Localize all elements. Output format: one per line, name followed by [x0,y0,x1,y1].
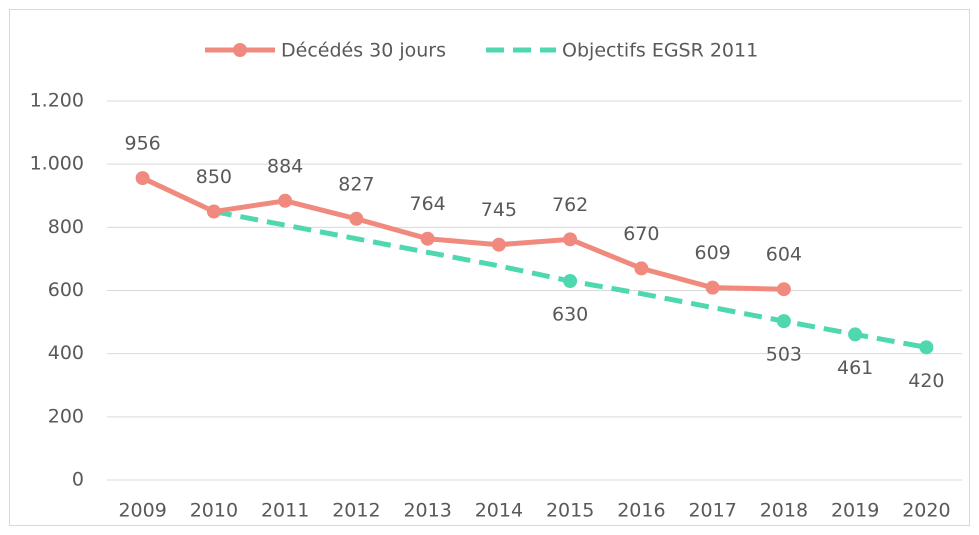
point [206,204,221,219]
data-label: 420 [908,370,944,392]
y-tick-label: 800 [48,216,84,238]
data-label: 827 [338,173,374,195]
data-label: 884 [267,155,303,177]
legend-label: Objectifs EGSR 2011 [562,40,758,62]
x-tick-label: 2018 [760,500,808,522]
point [420,231,435,246]
x-tick-label: 2009 [118,500,166,522]
point [563,232,578,247]
data-label: 762 [552,194,588,216]
data-label: 956 [124,133,160,155]
series-line [141,175,784,292]
y-tick-label: 400 [48,342,84,364]
y-tick-label: 200 [48,405,84,427]
data-label: 630 [552,304,588,326]
point [919,340,934,355]
point [776,314,791,329]
point [705,280,720,295]
x-tick-label: 2013 [403,500,451,522]
x-tick-label: 2012 [332,500,380,522]
x-tick-label: 2010 [190,500,238,522]
data-label: 850 [196,166,232,188]
point [278,193,293,208]
y-tick-label: 600 [48,279,84,301]
x-tick-label: 2014 [475,500,523,522]
y-tick-label: 0 [72,469,84,491]
data-label: 503 [766,344,802,366]
point [634,261,649,276]
legend-label: Décédés 30 jours [281,40,446,62]
x-tick-label: 2015 [546,500,594,522]
x-tick-label: 2011 [261,500,309,522]
y-tick-label: 1.000 [30,153,84,175]
data-label: 764 [409,193,445,215]
point [848,327,863,342]
data-label: 461 [837,357,873,379]
data-label: 745 [481,199,517,221]
point [349,211,364,226]
legend-marker [233,43,247,57]
point [491,237,506,252]
x-tick-label: 2016 [617,500,665,522]
x-tick-label: 2020 [902,500,950,522]
chart-border [9,9,970,526]
x-tick-label: 2019 [831,500,879,522]
point [135,171,150,186]
y-tick-label: 1.200 [30,90,84,112]
point [776,282,791,297]
point [563,274,578,289]
data-label: 670 [623,223,659,245]
data-label: 609 [694,242,730,264]
x-tick-label: 2017 [688,500,736,522]
data-label: 604 [766,244,802,266]
